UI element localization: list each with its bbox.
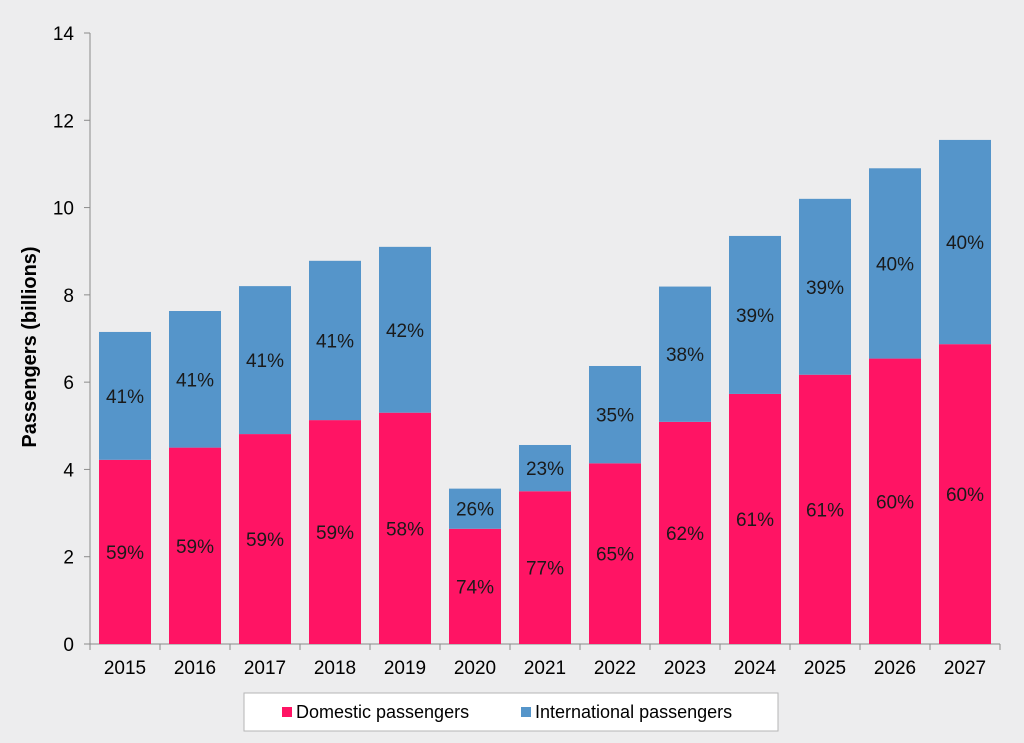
bar-domestic [309,420,361,644]
bar-international [309,260,361,421]
bar-international [729,235,781,394]
legend-swatch-domestic [282,707,292,717]
bar-domestic [729,393,781,644]
bar-international [589,365,641,464]
data-label-international: 39% [806,278,844,299]
bar-domestic [379,412,431,644]
data-label-domestic: 59% [316,523,354,544]
data-label-domestic: 60% [876,492,914,513]
bar-international [169,311,221,448]
x-tick-label: 2016 [174,658,216,679]
bar-international [799,198,851,375]
bar-international [239,286,291,435]
y-tick-label: 0 [63,635,74,656]
data-label-domestic: 61% [736,510,774,531]
bar-international [519,444,571,492]
bar-international [659,286,711,422]
bar-domestic [799,374,851,644]
data-labels: 59% 41% 59% 41% 59% 41% 59% 41% 58% 42% 74% 26% 77% 2… [106,233,984,598]
bar-domestic [519,491,571,644]
bar-domestic [869,358,921,644]
bar-domestic [659,421,711,644]
x-tick-label: 2019 [384,658,426,679]
data-label-international: 41% [176,370,214,391]
x-tick-label: 2024 [734,658,777,679]
y-tick-label: 4 [63,460,74,481]
legend-box [243,692,779,732]
x-axis: 2015 2016 2017 2018 2019 2020 2021 2022 2023 2024… [89,643,1001,679]
bar-international [939,139,991,345]
data-label-international: 40% [876,254,914,275]
data-label-domestic: 58% [386,519,424,540]
y-tick-label: 10 [53,199,74,220]
x-tick-label: 2025 [804,658,846,679]
bar-domestic [99,459,151,644]
data-label-domestic: 61% [806,500,844,521]
y-tick-label: 12 [53,111,74,132]
data-label-international: 41% [246,351,284,372]
y-tick-label: 14 [53,24,75,45]
data-label-international: 23% [526,459,564,480]
data-label-domestic: 65% [596,545,634,566]
data-label-domestic: 59% [176,537,214,558]
data-label-domestic: 59% [246,530,284,551]
data-label-international: 26% [456,500,494,521]
x-tick-label: 2020 [454,658,496,679]
bar-domestic [169,447,221,644]
data-label-international: 40% [946,233,984,254]
bars [99,139,991,644]
x-tick-label: 2018 [314,658,356,679]
bar-international [99,331,151,460]
bar-international [449,488,501,529]
data-label-international: 41% [106,387,144,408]
legend: Domestic passengers International passen… [243,692,779,732]
x-tick-label: 2023 [664,658,706,679]
data-label-domestic: 60% [946,485,984,506]
y-tick-label: 2 [63,548,74,569]
x-tick-label: 2026 [874,658,916,679]
legend-label-domestic: Domestic passengers [296,702,469,722]
data-label-international: 41% [316,331,354,352]
y-axis-title: Passengers (billions) [19,246,41,447]
data-label-domestic: 62% [666,524,704,545]
x-tick-label: 2017 [244,658,286,679]
data-label-international: 38% [666,345,704,366]
bar-international [869,168,921,359]
legend-swatch-international [521,707,531,717]
bar-domestic [449,528,501,644]
x-tick-label: 2015 [104,658,146,679]
data-label-international: 42% [386,321,424,342]
x-tick-label: 2022 [594,658,636,679]
bar-international [379,246,431,413]
data-label-international: 39% [736,306,774,327]
y-tick-label: 8 [63,286,74,307]
bar-domestic [589,463,641,644]
y-tick-label: 6 [63,373,74,394]
data-label-domestic: 74% [456,577,494,598]
x-tick-label: 2021 [524,658,566,679]
data-label-domestic: 77% [526,559,564,580]
data-label-international: 35% [596,406,634,427]
x-tick-label: 2027 [944,658,986,679]
data-label-domestic: 59% [106,543,144,564]
y-axis: 0 2 4 6 8 10 12 14 [53,24,91,656]
legend-label-international: International passengers [535,702,732,722]
bar-domestic [939,344,991,644]
bar-domestic [239,434,291,644]
